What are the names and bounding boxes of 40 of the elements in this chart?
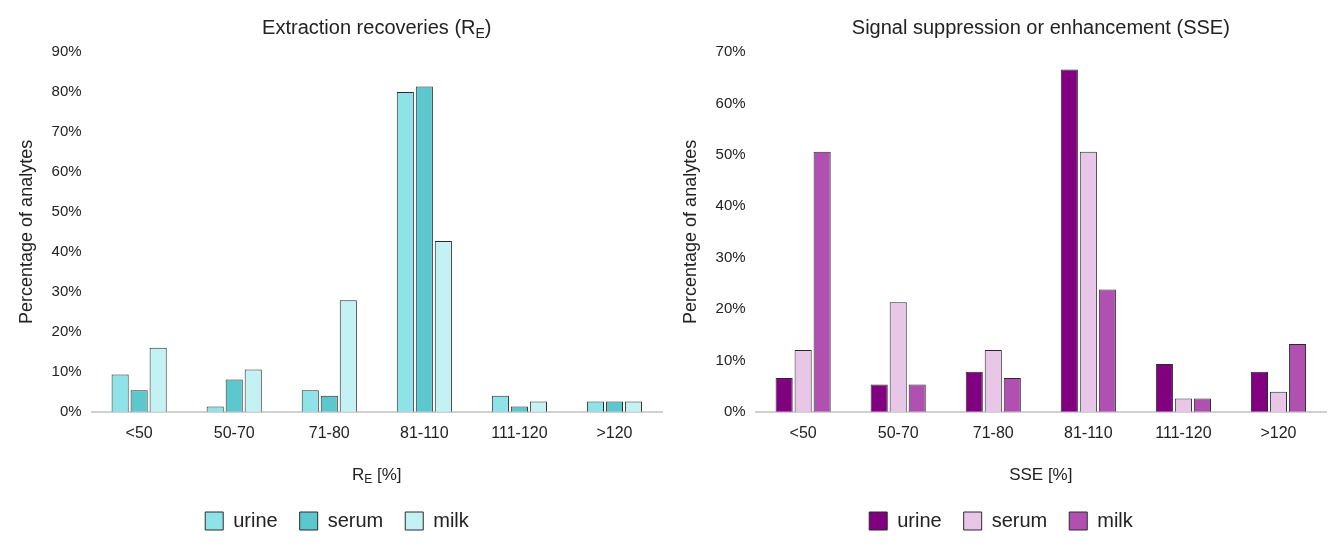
y-tick-label: 0%: [59, 401, 82, 419]
x-tick-label: 71-80: [972, 423, 1014, 441]
y-tick-label: 90%: [51, 42, 82, 60]
x-tick-label: >120: [1260, 423, 1297, 441]
chart-title: Signal suppression or enhancement (SSE): [851, 15, 1230, 38]
y-axis-title: Percentage of analytes: [15, 139, 36, 324]
legend-label: milk: [1097, 508, 1134, 531]
y-tick-label: 70%: [715, 42, 746, 60]
x-tick-label: 111-120: [491, 423, 548, 441]
y-tick-label: 50%: [715, 144, 746, 162]
y-tick-label: 70%: [51, 122, 82, 140]
x-tick-label: <50: [789, 423, 817, 441]
y-tick-label: 60%: [51, 162, 82, 180]
x-tick-label: 111-120: [1155, 423, 1212, 441]
x-tick-label: 50-70: [877, 423, 919, 441]
x-tick-label: 71-80: [308, 423, 350, 441]
y-tick-label: 40%: [715, 196, 746, 214]
y-tick-label: 10%: [715, 350, 746, 368]
y-tick-label: 30%: [51, 282, 82, 300]
y-tick-label: 10%: [51, 361, 82, 379]
x-tick-label: 81-110: [1064, 423, 1113, 441]
y-tick-label: 30%: [715, 247, 746, 265]
y-tick-label: 0%: [723, 401, 746, 419]
x-tick-label: >120: [596, 423, 633, 441]
legend-label: urine: [233, 508, 278, 531]
legend-label: serum: [327, 508, 384, 531]
y-axis-title: Percentage of analytes: [679, 139, 700, 324]
y-tick-label: 50%: [51, 202, 82, 220]
legend-label: serum: [991, 508, 1048, 531]
y-tick-label: 20%: [51, 321, 82, 339]
legend-label: urine: [897, 508, 942, 531]
y-tick-label: 80%: [51, 82, 82, 100]
x-tick-label: 50-70: [213, 423, 255, 441]
x-axis-title: SSE [%]: [1009, 464, 1073, 484]
legend-label: milk: [433, 508, 470, 531]
y-tick-label: 40%: [51, 242, 82, 260]
y-tick-label: 20%: [715, 299, 746, 317]
x-tick-label: <50: [125, 423, 153, 441]
y-tick-label: 60%: [715, 93, 746, 111]
x-tick-label: 81-110: [400, 423, 449, 441]
